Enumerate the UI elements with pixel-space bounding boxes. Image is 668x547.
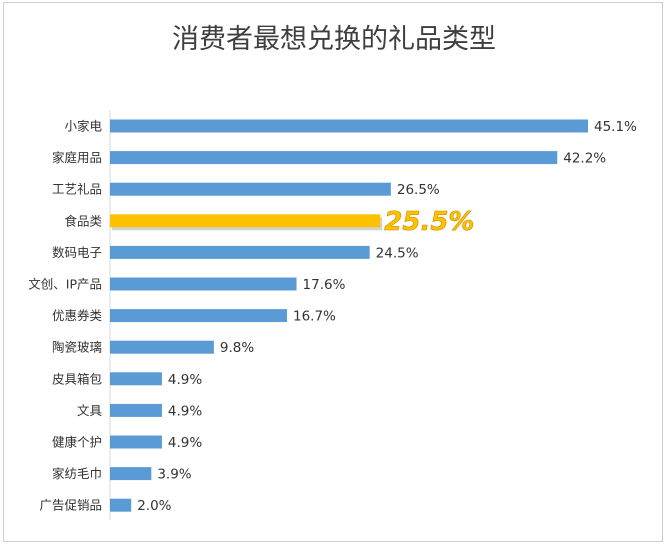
category-label: 皮具箱包 (52, 371, 102, 386)
chart-frame (3, 2, 663, 542)
bar (110, 435, 162, 449)
data-label: 4.9% (168, 435, 202, 451)
data-label-highlighted: 25.5% (384, 207, 474, 237)
bar (110, 245, 370, 259)
category-label: 工艺礼品 (52, 182, 102, 197)
category-label: 优惠券类 (52, 308, 103, 323)
data-label: 4.9% (168, 403, 202, 419)
category-label: 陶瓷玻璃 (52, 340, 102, 355)
bar (110, 403, 162, 417)
category-label: 家庭用品 (52, 150, 102, 165)
category-label: 家纺毛巾 (52, 466, 102, 481)
bar (110, 151, 558, 165)
category-label: 数码电子 (52, 245, 102, 260)
category-label: 文创、IP产品 (28, 277, 102, 292)
category-label: 小家电 (64, 119, 102, 134)
category-label: 食品类 (64, 213, 102, 228)
data-label: 24.5% (376, 245, 419, 261)
bar (110, 277, 297, 291)
bar (110, 182, 391, 196)
data-label: 16.7% (293, 309, 336, 325)
bar (110, 498, 132, 512)
bar (110, 119, 588, 133)
bar (110, 340, 214, 354)
bar-highlighted (110, 214, 381, 228)
data-label: 17.6% (303, 277, 346, 293)
bar (110, 372, 162, 386)
data-label: 26.5% (397, 182, 440, 198)
data-label: 45.1% (594, 119, 637, 135)
data-label: 3.9% (157, 467, 191, 483)
data-label: 4.9% (168, 372, 202, 388)
bar (110, 309, 287, 323)
data-label: 9.8% (220, 340, 254, 356)
category-label: 健康个护 (52, 435, 102, 450)
data-label: 2.0% (137, 498, 171, 514)
chart-title: 消费者最想兑换的礼品类型 (172, 24, 496, 55)
data-label: 42.2% (563, 151, 606, 167)
bar (110, 467, 152, 481)
category-label: 文具 (77, 403, 103, 418)
category-label: 广告促销品 (39, 498, 102, 513)
chart-marks: 小家电 45.1% 家庭用品 42.2% 工艺礼品 26.5% 食品类 25.5% 数码电子 24… (28, 119, 637, 515)
